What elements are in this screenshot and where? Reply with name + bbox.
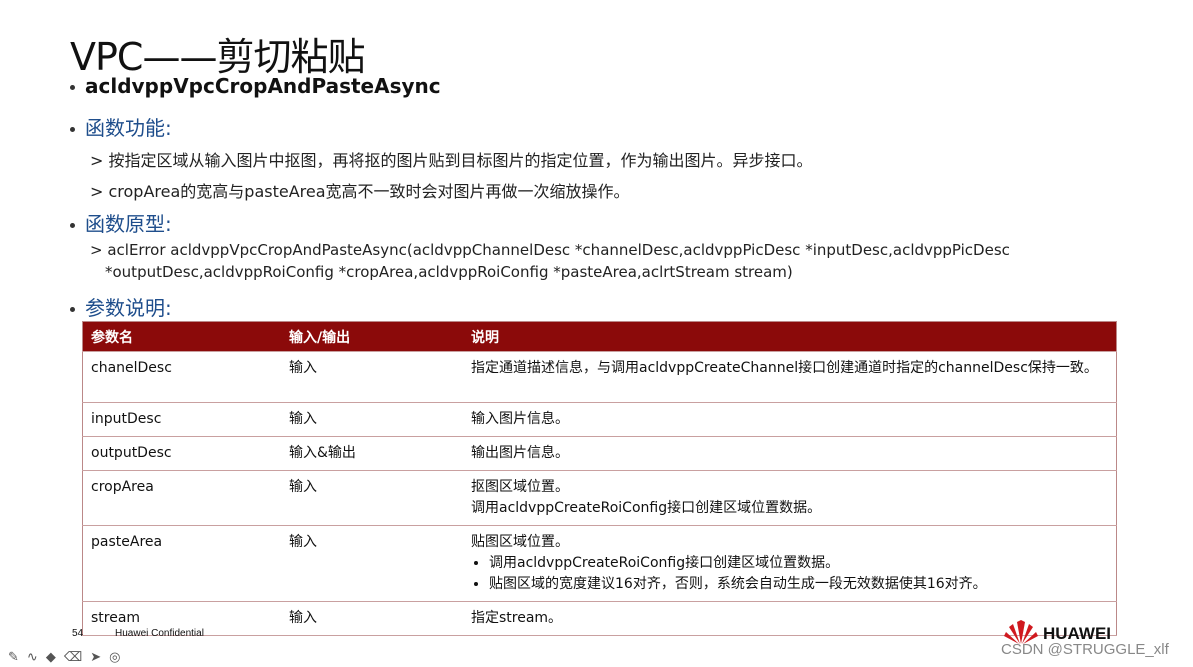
table-row: inputDesc 输入 输入图片信息。	[82, 402, 1117, 437]
param-name: pasteArea	[82, 525, 281, 602]
prototype-line: *outputDesc,acldvppRoiConfig *cropArea,a…	[105, 263, 793, 281]
param-desc: 输出图片信息。	[463, 436, 1117, 471]
param-desc: 贴图区域位置。调用acldvppCreateRoiConfig接口创建区域位置数…	[463, 525, 1117, 602]
header-name: 参数名	[82, 321, 281, 352]
param-desc: 输入图片信息。	[463, 402, 1117, 437]
table-row: pasteArea输入贴图区域位置。调用acldvppCreateRoiConf…	[82, 525, 1117, 602]
confidential-label: Huawei Confidential	[115, 628, 204, 639]
params-heading-text: 参数说明:	[85, 296, 172, 320]
slide-title: VPC——剪切粘贴	[70, 35, 365, 79]
param-io: 输入	[281, 601, 463, 636]
feature-item: > cropArea的宽高与pasteArea宽高不一致时会对图片再做一次缩放操…	[90, 182, 630, 201]
param-name: chanelDesc	[82, 351, 281, 403]
param-name: outputDesc	[82, 436, 281, 471]
feature-heading: 函数功能:	[70, 112, 172, 141]
target-icon[interactable]: ◎	[109, 650, 121, 665]
params-table: 参数名 输入/输出 说明 chanelDesc 输入 指定通道描述信息，与调用acl…	[82, 321, 1117, 636]
table-row: cropArea 输入 抠图区域位置。调用acldvppCreateRoiConfi…	[82, 470, 1117, 526]
header-io: 输入/输出	[281, 321, 463, 352]
param-io: 输入	[281, 402, 463, 437]
table-header: 参数名 输入/输出 说明	[82, 321, 1117, 352]
param-io: 输入	[281, 351, 463, 403]
table-row: chanelDesc 输入 指定通道描述信息，与调用acldvppCreateCha…	[82, 351, 1117, 403]
huawei-brand: HUAWEI	[1043, 624, 1111, 643]
desc-bullet: 调用acldvppCreateRoiConfig接口创建区域位置数据。	[489, 553, 1108, 574]
huawei-logo-icon	[1003, 619, 1039, 645]
desc-bullet: 贴图区域的宽度建议16对齐，否则，系统会自动生成一段无效数据使其16对齐。	[489, 574, 1108, 595]
params-heading: 参数说明:	[70, 292, 172, 321]
annotation-toolbar: ✎ ∿ ◆ ⌫ ➤ ◎	[8, 646, 128, 665]
eraser-icon[interactable]: ⌫	[63, 650, 83, 665]
param-desc: 抠图区域位置。调用acldvppCreateRoiConfig接口创建区域位置数…	[463, 470, 1117, 526]
param-io: 输入&输出	[281, 436, 463, 471]
desc-line: 贴图区域位置。	[471, 534, 569, 550]
param-name: inputDesc	[82, 402, 281, 437]
desc-line: 调用acldvppCreateRoiConfig接口创建区域位置数据。	[471, 500, 822, 516]
param-desc: 指定通道描述信息，与调用acldvppCreateChannel接口创建通道时指…	[463, 351, 1117, 403]
pen-icon[interactable]: ✎	[8, 650, 19, 665]
prototype-heading-text: 函数原型:	[85, 212, 172, 236]
highlighter-icon[interactable]: ◆	[45, 650, 56, 665]
watermark: CSDN @STRUGGLE_xlf	[1001, 641, 1169, 658]
table-row: stream 输入 指定stream。	[82, 601, 1117, 636]
header-desc: 说明	[463, 321, 1117, 352]
prototype-line: > aclError acldvppVpcCropAndPasteAsync(a…	[90, 241, 1010, 259]
pointer-icon[interactable]: ➤	[90, 650, 102, 665]
curve-icon[interactable]: ∿	[26, 650, 38, 665]
page-number: 54	[72, 628, 84, 639]
feature-item: > 按指定区域从输入图片中抠图，再将抠的图片贴到目标图片的指定位置，作为输出图片…	[90, 151, 813, 170]
param-name: stream	[82, 601, 281, 636]
param-name: cropArea	[82, 470, 281, 526]
desc-line: 抠图区域位置。	[471, 479, 569, 495]
table-row: outputDesc 输入&输出 输出图片信息。	[82, 436, 1117, 471]
param-io: 输入	[281, 470, 463, 526]
function-name-text: acldvppVpcCropAndPasteAsync	[85, 74, 441, 98]
function-name: acldvppVpcCropAndPasteAsync	[70, 74, 441, 98]
feature-heading-text: 函数功能:	[85, 116, 172, 140]
prototype-heading: 函数原型:	[70, 208, 172, 237]
param-desc: 指定stream。	[463, 601, 1117, 636]
param-io: 输入	[281, 525, 463, 602]
